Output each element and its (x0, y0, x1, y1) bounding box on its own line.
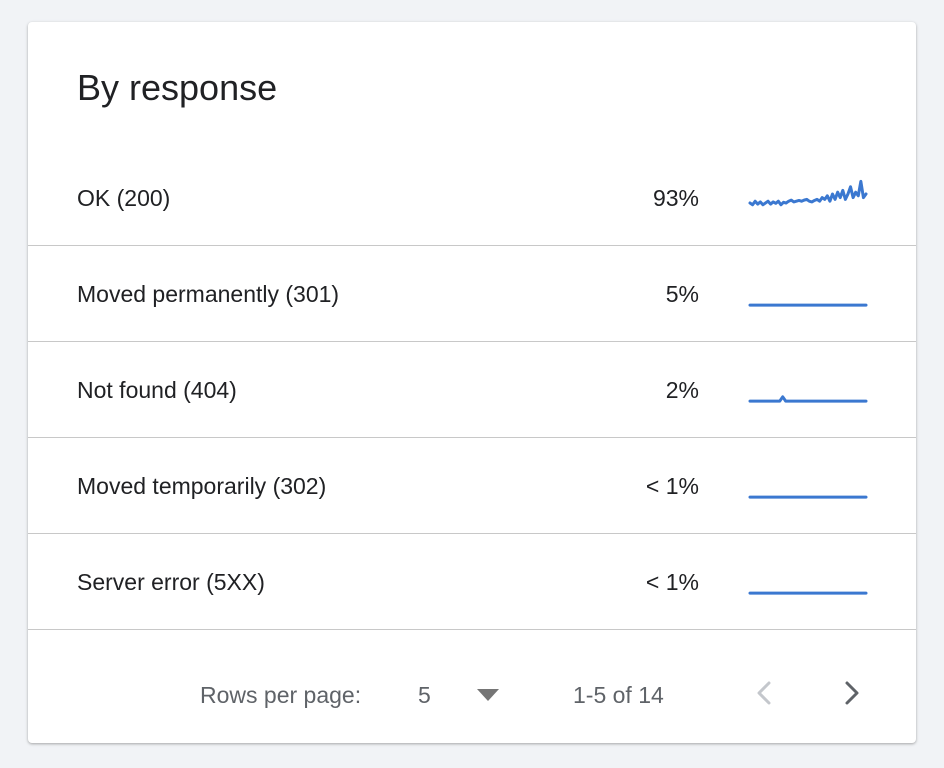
response-table: OK (200) 93% Moved permanently (301) 5% … (28, 150, 916, 630)
response-percent: < 1% (645, 569, 699, 595)
response-label: OK (200) (77, 185, 171, 211)
sparkline-chart (748, 395, 868, 403)
sparkline-chart (748, 495, 868, 499)
chevron-right-icon (845, 681, 859, 705)
sparkline-chart (748, 303, 868, 307)
response-percent: 2% (665, 377, 699, 403)
table-row[interactable]: Moved temporarily (302) < 1% (28, 438, 916, 534)
response-percent: 93% (652, 185, 699, 211)
chevron-left-icon (757, 681, 771, 705)
table-row[interactable]: OK (200) 93% (28, 150, 916, 246)
previous-page-button[interactable] (744, 670, 784, 714)
response-label: Not found (404) (77, 377, 237, 403)
table-row[interactable]: Not found (404) 2% (28, 342, 916, 438)
rows-per-page-label: Rows per page: (200, 682, 362, 708)
table-row[interactable]: Server error (5XX) < 1% (28, 534, 916, 630)
card-title: By response (77, 67, 278, 108)
response-percent: < 1% (645, 473, 699, 499)
caret-down-icon (477, 689, 499, 701)
sparkline-line (748, 179, 868, 207)
response-label: Moved temporarily (302) (77, 473, 327, 499)
page-range-text: 1-5 of 14 (573, 682, 664, 708)
table-row[interactable]: Moved permanently (301) 5% (28, 246, 916, 342)
sparkline-chart (748, 591, 868, 595)
sparkline-line (748, 395, 868, 403)
sparkline-chart (748, 179, 868, 207)
rows-per-page-value: 5 (418, 682, 431, 708)
by-response-card: By response OK (200) 93% Moved permanent… (28, 22, 916, 743)
response-label: Moved permanently (301) (77, 281, 340, 307)
rows-per-page-select[interactable]: 5 (416, 672, 516, 718)
next-page-button[interactable] (832, 670, 872, 714)
response-percent: 5% (665, 281, 699, 307)
response-label: Server error (5XX) (77, 569, 265, 595)
pagination-bar: Rows per page: 5 1-5 of 14 (28, 630, 916, 743)
